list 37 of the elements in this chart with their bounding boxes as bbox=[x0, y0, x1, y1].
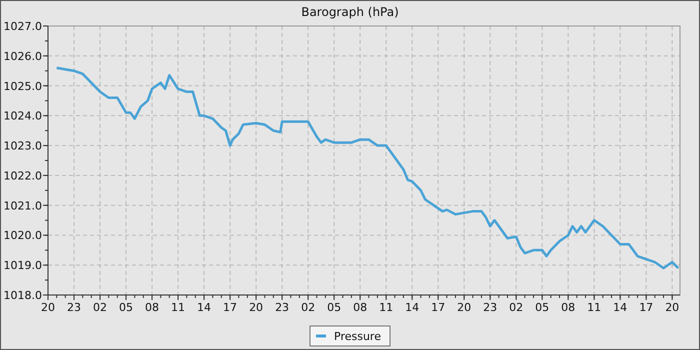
x-tick-label: 08 bbox=[353, 301, 368, 314]
x-tick-label: 08 bbox=[145, 301, 160, 314]
chart-title: Barograph (hPa) bbox=[301, 5, 399, 19]
x-tick-label: 14 bbox=[613, 301, 628, 314]
y-tick-label: 1024.0 bbox=[4, 110, 42, 123]
x-tick-label: 05 bbox=[327, 301, 342, 314]
x-tick-label: 11 bbox=[379, 301, 394, 314]
legend-label: Pressure bbox=[334, 330, 382, 343]
x-tick-label: 11 bbox=[587, 301, 602, 314]
y-tick-label: 1025.0 bbox=[4, 80, 42, 93]
x-tick-label: 20 bbox=[665, 301, 680, 314]
x-tick-label: 20 bbox=[457, 301, 472, 314]
x-tick-label: 17 bbox=[639, 301, 654, 314]
x-tick-label: 23 bbox=[67, 301, 82, 314]
y-tick-label: 1020.0 bbox=[4, 229, 42, 242]
x-tick-label: 02 bbox=[509, 301, 524, 314]
x-tick-label: 20 bbox=[41, 301, 55, 314]
y-tick-label: 1018.0 bbox=[4, 289, 42, 302]
y-tick-label: 1026.0 bbox=[4, 50, 42, 63]
x-tick-label: 20 bbox=[249, 301, 264, 314]
x-tick-label: 05 bbox=[119, 301, 134, 314]
x-tick-label: 17 bbox=[223, 301, 238, 314]
x-tick-label: 08 bbox=[561, 301, 576, 314]
x-tick-label: 02 bbox=[93, 301, 108, 314]
x-tick-label: 14 bbox=[197, 301, 212, 314]
x-tick-label: 17 bbox=[431, 301, 446, 314]
y-tick-label: 1027.0 bbox=[4, 20, 42, 33]
y-tick-label: 1021.0 bbox=[4, 199, 42, 212]
y-tick-label: 1023.0 bbox=[4, 140, 42, 153]
x-tick-label: 11 bbox=[171, 301, 186, 314]
y-tick-label: 1019.0 bbox=[4, 259, 42, 272]
x-tick-label: 23 bbox=[275, 301, 290, 314]
y-tick-label: 1022.0 bbox=[4, 169, 42, 182]
x-tick-label: 05 bbox=[535, 301, 550, 314]
x-tick-label: 23 bbox=[483, 301, 498, 314]
x-tick-label: 14 bbox=[405, 301, 420, 314]
x-tick-label: 02 bbox=[301, 301, 316, 314]
